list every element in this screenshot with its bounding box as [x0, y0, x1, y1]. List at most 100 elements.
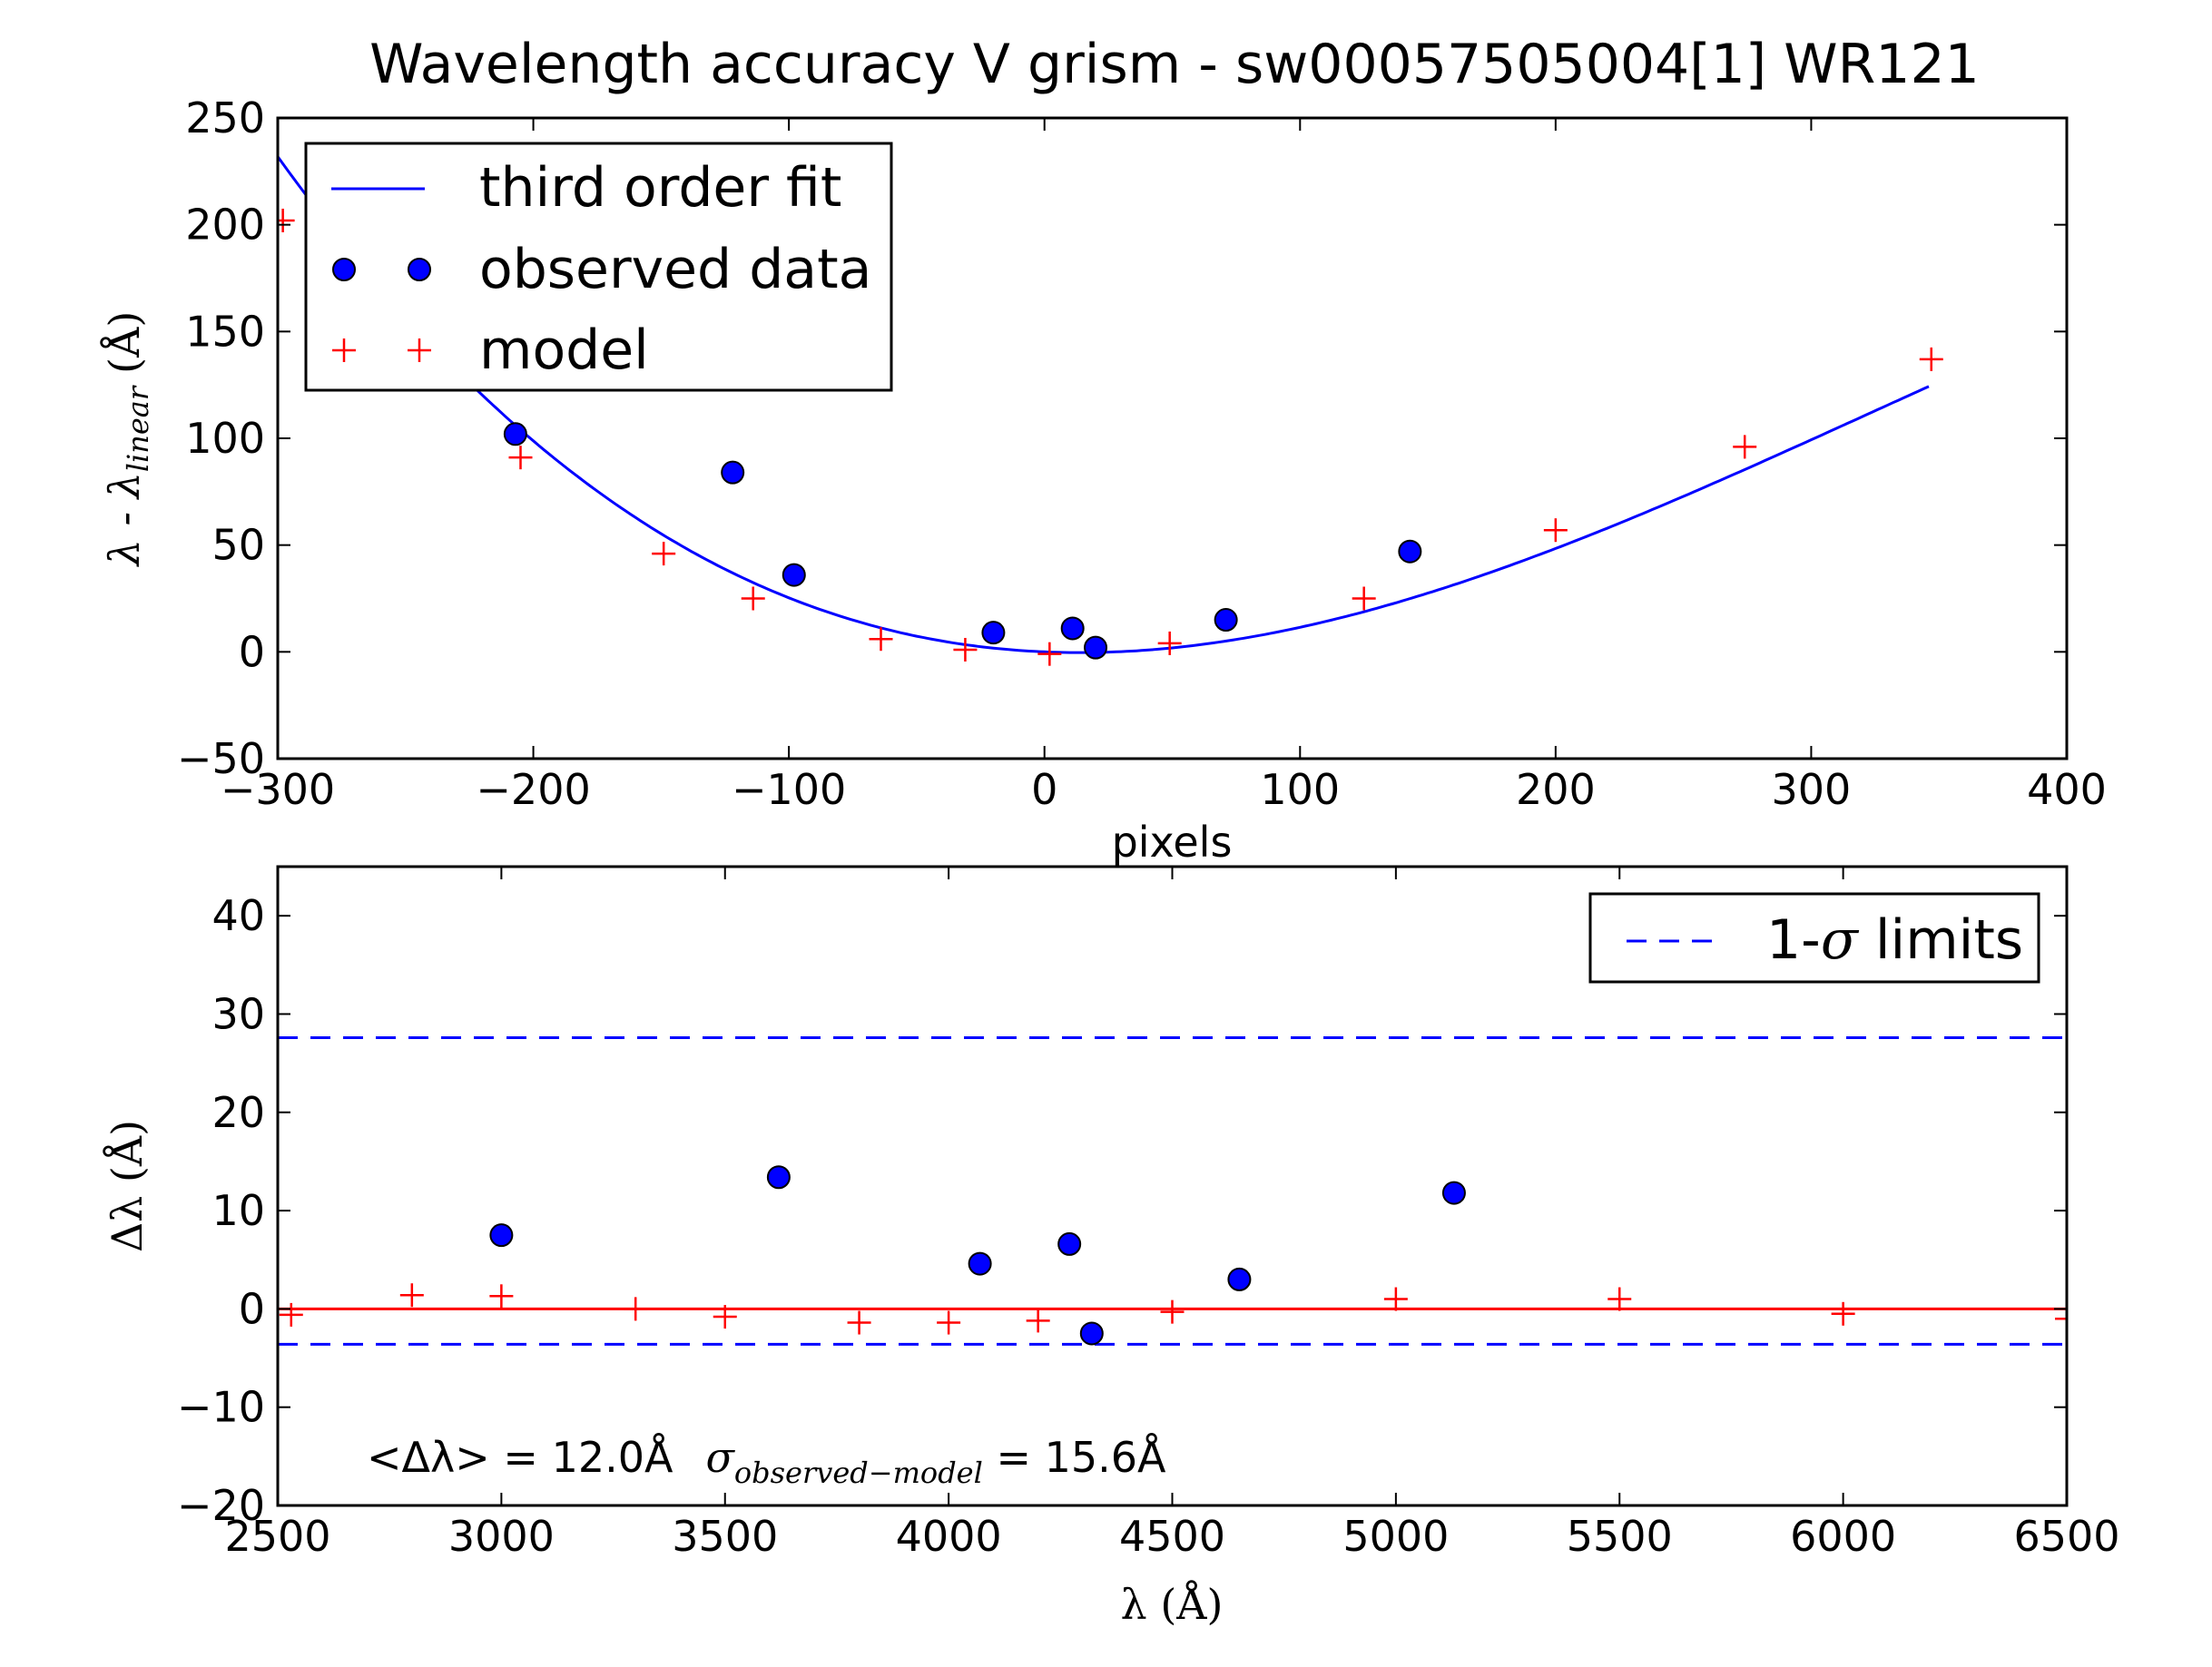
observed-point [981, 621, 1006, 645]
legend-observed-marker [332, 258, 356, 281]
model-point [508, 446, 533, 470]
model-point [741, 586, 765, 611]
y-tick-label: 100 [185, 414, 265, 463]
model-point [869, 627, 893, 652]
legend-observed-marker [408, 258, 431, 281]
y-tick-label: 40 [211, 891, 265, 940]
bottom-legend-box [1588, 892, 2040, 984]
mean-offset-text: <Δλ> = 12.0Å [367, 1433, 673, 1482]
model-point [1037, 642, 1062, 666]
model-point [278, 208, 295, 232]
observed-point [782, 563, 806, 587]
x-tick-label: 0 [1031, 765, 1057, 814]
x-tick-label: 5500 [1567, 1512, 1673, 1561]
sigma-symbol: σ [705, 1433, 735, 1482]
residual-model-point [713, 1305, 737, 1329]
sigma-subscript: observed−model [734, 1456, 983, 1490]
y-tick-label: 20 [211, 1088, 265, 1137]
residual-model-point [624, 1297, 648, 1321]
x-tick-label: 200 [1516, 765, 1596, 814]
residual-observed-point [1057, 1231, 1082, 1256]
top-y-axis-label: λ - λlinear (Å) [99, 311, 155, 568]
y-tick-label: 250 [185, 93, 265, 142]
top-y-axis-label-subscript: linear [121, 385, 155, 472]
residual-model-point [2055, 1307, 2067, 1331]
top-legend-box [304, 142, 893, 392]
top-x-axis-label: pixels [1112, 818, 1233, 867]
y-tick-label: 0 [239, 627, 265, 676]
y-tick-label: 150 [185, 307, 265, 356]
residual-model-point [1383, 1287, 1408, 1311]
x-tick-label: 6500 [2013, 1512, 2119, 1561]
bottom-ticks: 2500 3000 3500 4000 4500 5000 5500 6000 6500 −20 −… [177, 867, 2120, 1561]
observed-point [1084, 635, 1108, 660]
y-tick-label: 50 [211, 521, 265, 570]
y-tick-label: 200 [185, 201, 265, 250]
model-point [1543, 518, 1568, 543]
x-tick-label: 100 [1260, 765, 1340, 814]
model-point [953, 637, 978, 662]
x-tick-label: 2500 [224, 1512, 330, 1561]
y-tick-label: −20 [177, 1481, 265, 1530]
y-tick-label: −10 [177, 1383, 265, 1432]
bottom-legend: 1-σ limits [1588, 892, 2040, 984]
y-tick-label: 30 [211, 989, 265, 1038]
top-legend: third order fit observed data model [304, 142, 893, 392]
bottom-x-axis-label: λ (Å) [1121, 1579, 1224, 1629]
top-plot-area: −300 −200 −100 0 100 200 300 400 −50 0 50 100 150 200… [177, 93, 2107, 814]
residual-observed-point [968, 1251, 992, 1276]
x-tick-label: 4000 [896, 1512, 1002, 1561]
legend-model-marker [332, 338, 431, 362]
top-y-axis-label-main: λ - λ [100, 472, 149, 567]
stats-annotation: <Δλ> = 12.0Å σobserved−model = 15.6Å [367, 1433, 1166, 1490]
observed-point [1214, 608, 1238, 632]
top-plot-marks [278, 155, 1943, 666]
model-point [1352, 586, 1376, 611]
bottom-y-axis-label: Δλ (Å) [102, 1120, 152, 1252]
x-tick-label: 400 [2027, 765, 2107, 814]
observed-point [1398, 539, 1422, 564]
residual-observed-point [1079, 1321, 1104, 1346]
residual-model-point [937, 1310, 961, 1335]
y-tick-label: −50 [177, 734, 265, 783]
top-y-axis-label-unit: (Å) [99, 311, 149, 374]
residual-observed-point [1441, 1181, 1466, 1205]
x-tick-label: 6000 [1790, 1512, 1896, 1561]
sigma-value: = 15.6Å [983, 1433, 1166, 1482]
y-tick-label: 0 [239, 1284, 265, 1333]
x-tick-label: 4500 [1119, 1512, 1225, 1561]
legend-model-label: model [479, 319, 649, 382]
residual-model-point [1160, 1299, 1185, 1324]
legend-sigma-symbol: σ [1821, 908, 1860, 972]
legend-sigma-label: 1-σ limits [1766, 908, 2023, 972]
chart-title: Wavelength accuracy V grism - sw00057505… [369, 33, 1980, 96]
residual-observed-point [766, 1165, 791, 1190]
top-ticks: −300 −200 −100 0 100 200 300 400 −50 0 50 100 150 200… [177, 93, 2107, 814]
residual-model-point [1831, 1301, 1855, 1326]
legend-fit-label: third order fit [479, 156, 841, 220]
residual-model-point [1026, 1309, 1050, 1333]
model-point [1157, 631, 1182, 655]
x-tick-label: −200 [476, 765, 590, 814]
bottom-plot-area: 2500 3000 3500 4000 4500 5000 5500 6000 6500 −20 −… [177, 865, 2120, 1561]
residual-model-point [847, 1310, 871, 1335]
x-tick-label: 5000 [1342, 1512, 1449, 1561]
model-point [652, 542, 676, 566]
residual-model-point [1607, 1287, 1632, 1311]
model-point [1733, 435, 1757, 459]
residual-observed-point [489, 1223, 514, 1248]
residual-model-point [279, 1302, 303, 1327]
x-tick-label: 300 [1772, 765, 1852, 814]
x-tick-label: 3500 [672, 1512, 778, 1561]
model-point [1919, 347, 1943, 371]
legend-sigma-prefix: 1- [1766, 908, 1821, 972]
observed-point [503, 422, 527, 446]
x-tick-label: −100 [732, 765, 846, 814]
residual-model-point [399, 1283, 424, 1308]
residual-observed-point [1227, 1267, 1252, 1291]
x-tick-label: 3000 [448, 1512, 555, 1561]
observed-point [1060, 616, 1085, 641]
legend-sigma-suffix: limits [1858, 908, 2023, 972]
x-tick-label: −300 [221, 765, 335, 814]
